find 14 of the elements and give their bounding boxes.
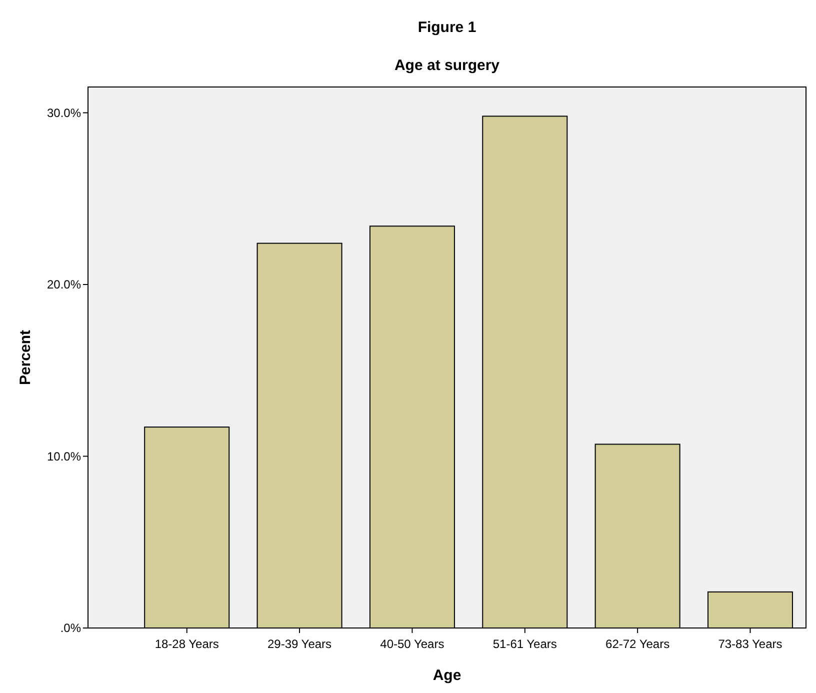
x-tick-label: 51-61 Years <box>492 637 557 651</box>
x-tick-label: 62-72 Years <box>606 637 670 651</box>
x-tick-label: 73-83 Years <box>718 637 782 651</box>
y-tick-label: .0% <box>60 621 82 636</box>
y-axis-title: Percent <box>17 330 34 386</box>
y-tick-label: 20.0% <box>46 278 82 292</box>
y-tick-label: 30.0% <box>46 106 82 120</box>
x-tick-label: 40-50 Years <box>380 637 444 651</box>
x-tick-label: 29-39 Years <box>267 637 332 651</box>
y-tick-label: 10.0% <box>46 449 82 464</box>
x-tick-label: 18-28 Years <box>154 637 219 651</box>
chart-title: Figure 1 <box>418 19 476 36</box>
chart-subtitle: Age at surgery <box>394 57 500 74</box>
x-axis-title: Age <box>432 667 462 684</box>
